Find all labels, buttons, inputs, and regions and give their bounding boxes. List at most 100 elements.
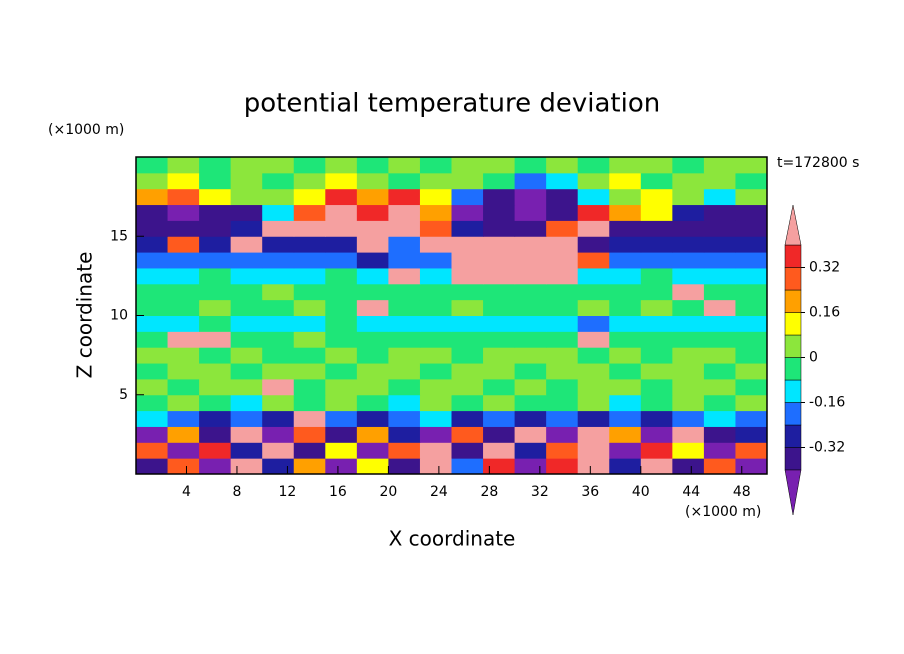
contour-cell <box>136 220 169 237</box>
y-unit: (×1000 m) <box>48 122 124 138</box>
contour-cell <box>325 204 358 221</box>
contour-cell <box>167 172 200 190</box>
contour-cell <box>577 188 610 206</box>
contour-cell <box>672 378 705 396</box>
contour-cell <box>262 394 295 412</box>
contour-cell <box>230 188 263 206</box>
contour-cell <box>703 157 736 174</box>
contour-cell <box>514 458 547 475</box>
contour-cell <box>451 315 484 332</box>
contour-cell <box>735 236 768 253</box>
x-tick-label: 16 <box>329 484 347 500</box>
contour-cell <box>640 204 673 221</box>
contour-cell <box>230 267 263 285</box>
contour-cell <box>388 394 421 412</box>
x-tick-label: 36 <box>581 484 599 500</box>
contour-cell <box>325 394 358 412</box>
colorbar-box <box>784 402 802 426</box>
contour-cell <box>703 267 736 285</box>
contour-cell <box>230 363 263 380</box>
colorbar-extend-low <box>784 469 802 516</box>
contour-cell <box>577 157 610 174</box>
contour-cell <box>483 458 516 475</box>
x-unit: (×1000 m) <box>685 504 761 520</box>
contour-cell <box>293 458 326 475</box>
x-tick-label: 40 <box>632 484 650 500</box>
contour-cell <box>514 363 547 380</box>
contour-cell <box>293 157 326 174</box>
contour-cell <box>735 204 768 221</box>
contour-cell <box>325 299 358 316</box>
contour-cell <box>136 410 169 427</box>
contour-cell <box>356 458 389 475</box>
contour-cell <box>293 252 326 269</box>
contour-cell <box>136 204 169 221</box>
contour-cell <box>167 426 200 443</box>
contour-cell <box>199 220 232 237</box>
contour-cell <box>356 299 389 316</box>
contour-cell <box>419 283 452 301</box>
contour-cell <box>356 157 389 174</box>
contour-cell <box>546 458 579 475</box>
contour-cell <box>640 252 673 269</box>
contour-cell <box>609 378 642 396</box>
contour-cell <box>640 363 673 380</box>
contour-cell <box>419 410 452 427</box>
contour-cell <box>199 315 232 332</box>
contour-cell <box>325 331 358 348</box>
contour-cell <box>419 363 452 380</box>
contour-cell <box>388 299 421 316</box>
contour-cell <box>640 315 673 332</box>
contour-cell <box>293 394 326 412</box>
contour-cell <box>293 204 326 221</box>
contour-cell <box>325 458 358 475</box>
contour-cell <box>419 299 452 316</box>
contour-cell <box>356 267 389 285</box>
contour-cell <box>640 410 673 427</box>
contour-cell <box>199 252 232 269</box>
contour-cell <box>356 347 389 364</box>
contour-cell <box>136 299 169 316</box>
contour-cell <box>388 347 421 364</box>
contour-cell <box>230 347 263 364</box>
contour-cell <box>735 172 768 190</box>
contour-cell <box>483 283 516 301</box>
contour-cell <box>356 220 389 237</box>
contour-cell <box>388 426 421 443</box>
contour-cell <box>167 252 200 269</box>
contour-cell <box>609 267 642 285</box>
contour-cell <box>356 442 389 459</box>
x-tick-label: 44 <box>682 484 700 500</box>
contour-cell <box>325 157 358 174</box>
contour-cell <box>735 331 768 348</box>
contour-cell <box>230 157 263 174</box>
contour-cell <box>136 331 169 348</box>
contour-cell <box>293 363 326 380</box>
contour-cell <box>136 426 169 443</box>
contour-cell <box>136 157 169 174</box>
contour-cell <box>419 458 452 475</box>
y-tick-label: 5 <box>119 387 128 403</box>
contour-cell <box>262 331 295 348</box>
contour-cell <box>262 442 295 459</box>
contour-cell <box>230 458 263 475</box>
contour-cell <box>230 378 263 396</box>
contour-cell <box>199 394 232 412</box>
contour-cell <box>356 394 389 412</box>
contour-cell <box>577 347 610 364</box>
contour-cell <box>483 363 516 380</box>
x-tick-label: 28 <box>480 484 498 500</box>
y-axis-label: Z coordinate <box>73 252 97 379</box>
contour-cell <box>640 220 673 237</box>
contour-cell <box>199 188 232 206</box>
contour-cell <box>672 188 705 206</box>
contour-cell <box>640 442 673 459</box>
contour-cell <box>703 236 736 253</box>
contour-cell <box>514 188 547 206</box>
contour-cell <box>609 220 642 237</box>
contour-cell <box>451 204 484 221</box>
contour-cell <box>388 315 421 332</box>
contour-cell <box>451 378 484 396</box>
contour-cell <box>419 220 452 237</box>
contour-cell <box>609 394 642 412</box>
